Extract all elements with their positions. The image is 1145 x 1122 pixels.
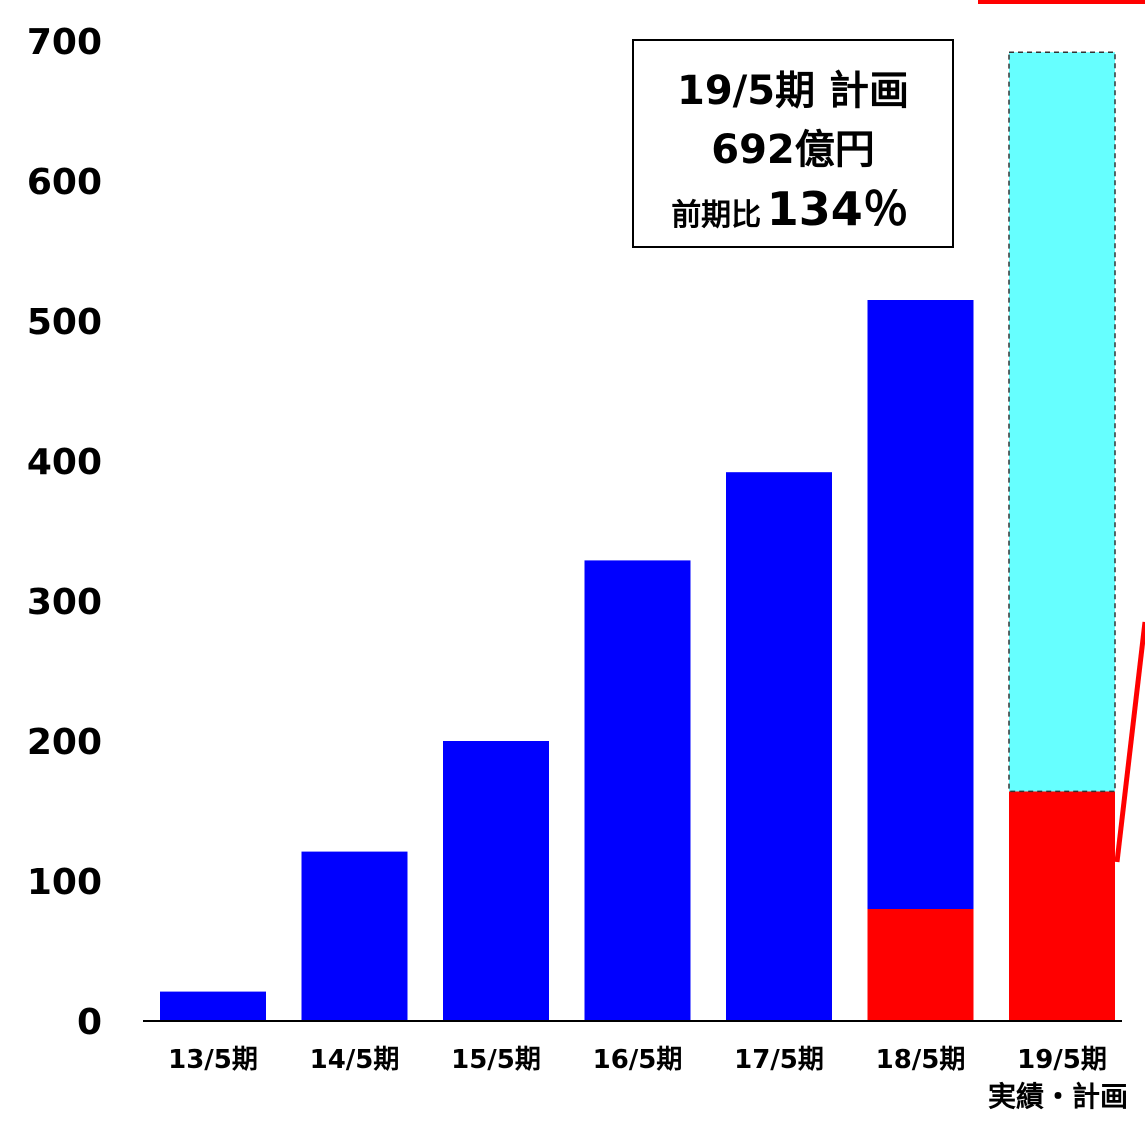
category-sublabel: 実績・計画 [988,1080,1128,1113]
bar-segment [301,851,408,1021]
bar-segment [584,560,691,1021]
y-tick-label: 600 [27,162,102,203]
y-tick-label: 500 [27,302,102,343]
y-tick-label: 300 [27,582,102,623]
y-tick-label: 100 [27,862,102,903]
y-axis-ticks: 0 100 200 300 400 500 600 700 [27,22,102,1043]
plan-annotation-box: 19/5期 計画 692億円 前期比 134％ [632,39,954,248]
x-category-label: 19/5期 [1017,1045,1107,1075]
bar-segment [867,300,974,909]
annotation-line-2: 692億円 [711,127,875,173]
x-axis-category-labels: 13/5期 14/5期 15/5期 16/5期 17/5期 18/5期 19/5期 [168,1045,1107,1075]
y-tick-label: 700 [27,22,102,63]
bar-segment [726,472,832,1021]
bars [160,51,1116,1021]
x-category-label: 17/5期 [734,1045,824,1075]
callout-edge [978,0,1145,4]
annotation-line-1: 19/5期 計画 [677,68,909,114]
x-category-label: 18/5期 [876,1045,966,1075]
x-category-label: 13/5期 [168,1045,258,1075]
bar-segment [1009,791,1115,1021]
y-tick-label: 0 [77,1002,102,1043]
y-tick-label: 200 [27,722,102,763]
bar-segment [867,909,974,1021]
callout-line [1114,621,1145,863]
bar-segment [1008,51,1116,793]
bar-segment [443,741,549,1021]
annotation-ratio-value: 134％ [767,182,909,236]
annotation-ratio-prefix: 前期比 [671,198,761,233]
annotation-line-3: 前期比 134％ [671,182,909,236]
x-category-label: 15/5期 [451,1045,541,1075]
y-tick-label: 400 [27,442,102,483]
x-category-label: 16/5期 [593,1045,683,1075]
bar-segment [160,991,266,1021]
x-category-label: 14/5期 [310,1045,400,1075]
